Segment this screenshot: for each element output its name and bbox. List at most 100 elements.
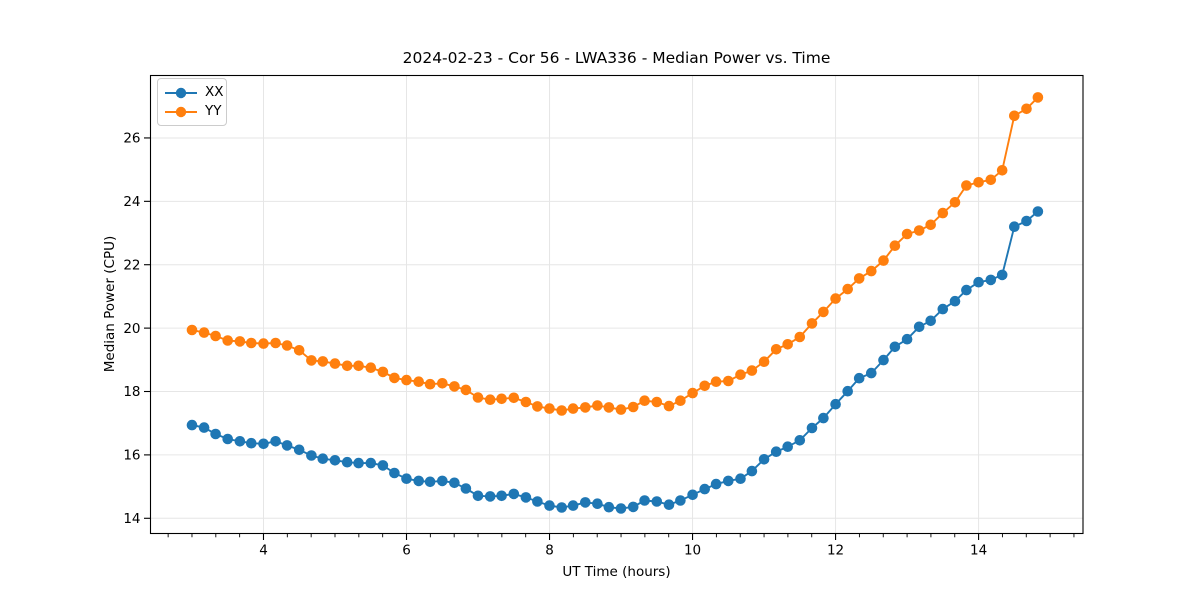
legend-label-yy: YY <box>205 103 222 119</box>
series-xx-point <box>818 412 829 424</box>
series-yy-point <box>222 335 233 346</box>
series-yy-point <box>365 362 377 374</box>
series-yy-point <box>818 306 829 318</box>
plot-border <box>149 74 1084 535</box>
series-yy-point <box>353 360 364 372</box>
series-xx-point <box>424 476 436 488</box>
series-yy-point <box>949 197 961 208</box>
series-yy-point <box>830 293 841 304</box>
series-xx-point <box>520 492 532 503</box>
series-yy-point <box>401 374 412 386</box>
series-yy-point <box>472 392 484 403</box>
y-tick-label: 16 <box>123 448 140 464</box>
series-yy-point <box>675 395 686 407</box>
series-yy-point <box>663 400 675 412</box>
series-yy-point <box>460 384 472 396</box>
series-yy-point <box>424 378 436 390</box>
series-xx-point <box>592 498 603 510</box>
y-tick-label: 18 <box>123 384 140 400</box>
series-yy-point <box>901 228 913 240</box>
series-yy-point <box>520 396 532 408</box>
series-xx-point <box>484 491 496 502</box>
series-yy-point <box>508 392 520 404</box>
series-yy-point <box>1032 92 1044 103</box>
series-xx-point <box>913 321 925 333</box>
series-yy-point <box>1009 110 1020 122</box>
series-xx-point <box>401 473 412 485</box>
series-xx-point <box>996 269 1008 281</box>
legend-line-marker-xx-icon <box>165 87 197 98</box>
series-xx-point <box>878 354 889 366</box>
series-xx-point <box>365 457 377 469</box>
series-yy-point <box>794 331 806 343</box>
series-xx-point <box>270 436 281 447</box>
legend-label-xx: XX <box>205 84 224 100</box>
series-yy-point <box>532 401 543 412</box>
series-yy-point <box>889 240 901 251</box>
series-xx-point <box>973 276 984 288</box>
series-xx-point <box>317 453 329 465</box>
series-xx-point <box>306 450 317 461</box>
legend-line-marker-yy-icon <box>165 106 197 117</box>
y-tick-label: 24 <box>123 194 140 210</box>
series-xx-point <box>758 454 770 465</box>
series-xx-point <box>806 422 818 434</box>
series-xx-point <box>925 315 936 327</box>
x-tick-label: 14 <box>970 543 987 559</box>
series-xx-point <box>770 446 782 458</box>
series-xx-point <box>389 467 400 479</box>
series-xx-point <box>985 274 997 286</box>
x-tick-label: 4 <box>259 543 268 559</box>
series-xx-point <box>746 465 758 477</box>
series-yy-point <box>234 336 246 347</box>
series-yy-point <box>925 219 936 231</box>
series-xx-point <box>961 284 972 296</box>
series-yy-point <box>580 402 591 413</box>
series-yy-point <box>687 387 698 399</box>
series-yy-point <box>842 283 853 295</box>
series-yy-point <box>806 318 818 329</box>
y-tick-label: 22 <box>123 257 140 273</box>
series-xx-point <box>222 433 233 445</box>
series-yy-point <box>198 327 210 338</box>
series-xx-point <box>234 436 246 447</box>
series-xx-point <box>460 483 472 494</box>
series-xx-point <box>437 475 448 487</box>
series-xx-point <box>663 499 675 511</box>
series-yy-point <box>281 340 293 351</box>
series-xx-point <box>544 500 555 511</box>
series-yy-point <box>484 394 496 406</box>
series-xx-point <box>651 496 663 507</box>
series-xx-point <box>580 497 591 508</box>
series-xx-point <box>723 475 734 487</box>
series-xx-point <box>258 438 269 450</box>
series-xx-point <box>830 398 841 410</box>
series-xx-point <box>341 456 353 468</box>
series-yy-point <box>710 376 722 388</box>
y-tick-label: 20 <box>123 321 140 337</box>
series-yy-point <box>389 372 400 384</box>
series-xx-point <box>567 500 579 511</box>
series-xx-point <box>210 428 221 440</box>
series-xx-point <box>687 489 698 501</box>
series-yy-point <box>496 393 507 405</box>
series-yy-point <box>449 381 460 392</box>
series-xx-point <box>472 490 484 502</box>
series-yy-point <box>437 378 448 389</box>
series-yy-point <box>746 365 758 376</box>
series-xx-point <box>842 385 853 397</box>
series-yy-point <box>782 339 793 350</box>
series-yy-point <box>270 337 281 349</box>
series-yy-point <box>615 404 627 415</box>
series-xx-point <box>699 483 710 495</box>
legend-item-yy: YY <box>164 102 222 121</box>
series-yy-point <box>258 338 269 349</box>
series-xx-point <box>532 496 543 507</box>
series-xx-point <box>496 490 507 502</box>
series-yy-point <box>770 344 782 355</box>
chart-title: 2024-02-23 - Cor 56 - LWA336 - Median Po… <box>402 49 831 67</box>
y-axis-label: Median Power (CPU) <box>102 235 118 373</box>
series-xx-point <box>449 477 460 489</box>
series-yy-point <box>329 358 341 369</box>
